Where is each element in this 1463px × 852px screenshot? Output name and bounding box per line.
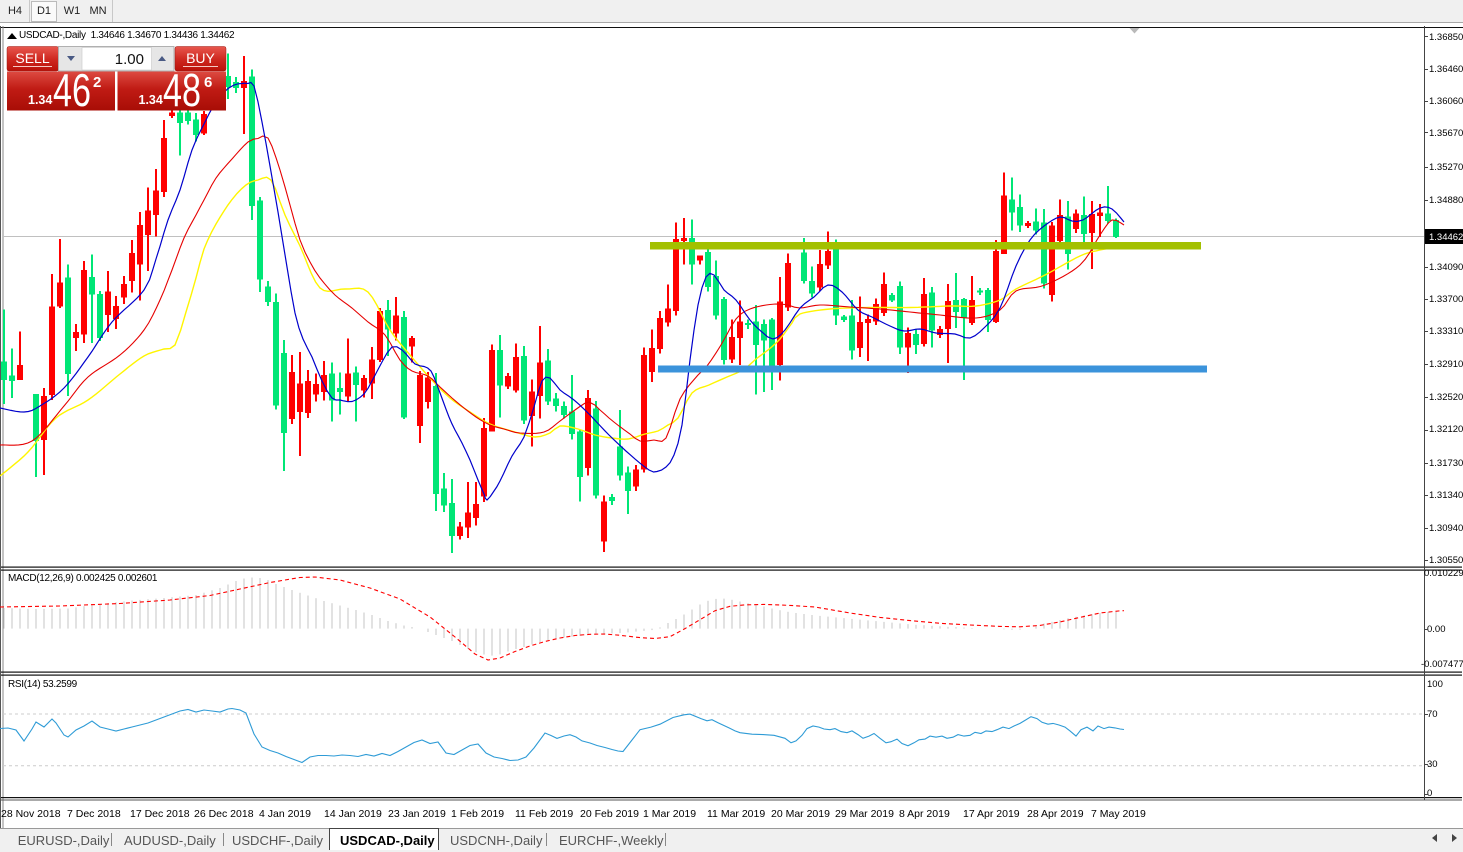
svg-text:BUY: BUY [186,50,215,66]
svg-text:SELL: SELL [15,50,49,66]
svg-text:46: 46 [53,64,91,116]
svg-text:6: 6 [204,74,212,91]
svg-text:48: 48 [163,64,201,116]
svg-text:1.34: 1.34 [28,93,52,107]
svg-text:2: 2 [93,74,101,91]
svg-text:1.00: 1.00 [115,51,144,68]
svg-text:1.34: 1.34 [139,93,163,107]
